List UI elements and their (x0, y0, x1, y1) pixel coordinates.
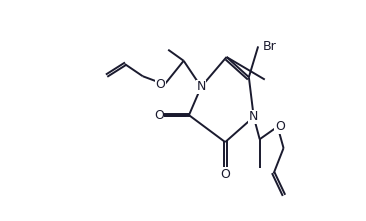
Text: Br: Br (262, 40, 276, 53)
Text: N: N (197, 80, 206, 93)
Text: O: O (155, 78, 165, 91)
Text: N: N (249, 110, 258, 123)
Text: O: O (275, 120, 285, 133)
Text: O: O (220, 168, 230, 181)
Text: O: O (154, 109, 164, 122)
